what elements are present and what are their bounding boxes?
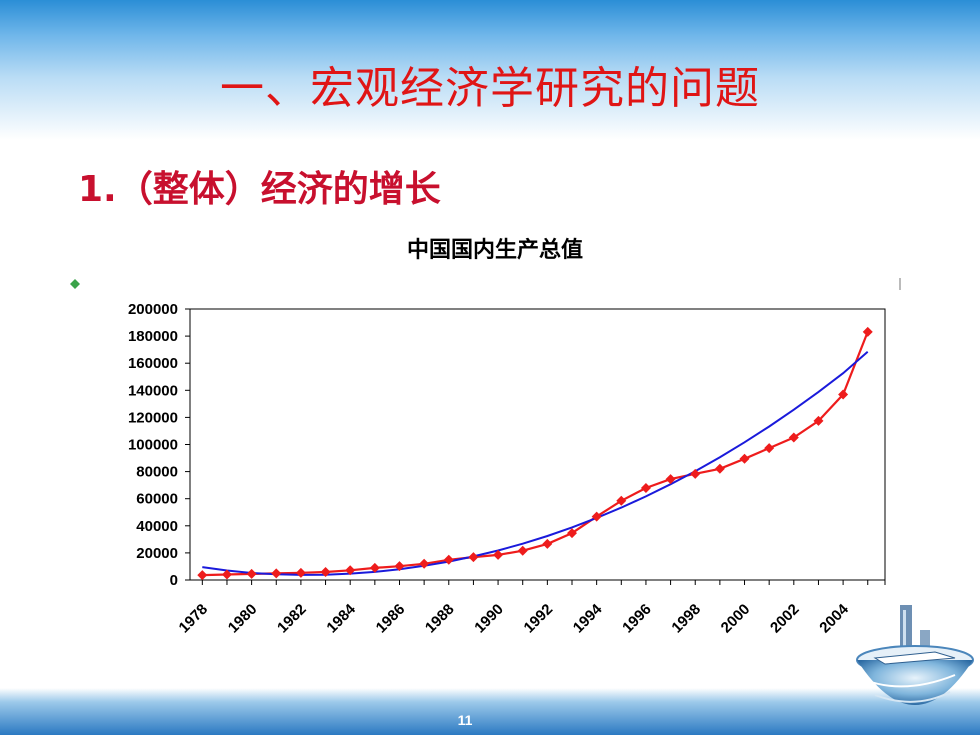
x-tick-label: 1980 <box>225 601 261 637</box>
x-tick-label: 1986 <box>373 601 409 637</box>
y-tick-label: 140000 <box>128 382 178 399</box>
series-point <box>788 432 799 443</box>
series-point <box>665 474 676 485</box>
y-tick-label: 20000 <box>136 545 178 562</box>
x-tick-label: 1978 <box>176 601 212 637</box>
y-tick-label: 40000 <box>136 518 178 535</box>
x-tick-label: 1994 <box>570 600 606 636</box>
x-tick-label: 2002 <box>767 601 803 637</box>
y-axis-ticks: 0 20000 40000 60000 80000 100000 120000 140000 1… <box>128 301 178 589</box>
x-tick-label: 1990 <box>471 601 507 637</box>
series-point <box>640 483 651 494</box>
y-tick-label: 180000 <box>128 328 178 345</box>
y-tick-label: 120000 <box>128 409 178 426</box>
series-line-trend <box>202 350 869 576</box>
series-point <box>394 561 405 572</box>
series-point <box>246 568 257 579</box>
footer-band <box>0 688 980 735</box>
series-point <box>616 495 627 506</box>
page-number: 11 <box>457 712 473 728</box>
series-point <box>468 552 479 563</box>
x-tick-label: 1988 <box>422 601 458 637</box>
x-tick-label: 2000 <box>718 601 754 637</box>
header-band <box>0 0 980 140</box>
series-point <box>345 565 356 576</box>
y-tick-label: 160000 <box>128 355 178 372</box>
y-tick-label: 60000 <box>136 491 178 508</box>
chart-axes <box>70 278 901 585</box>
series-point <box>591 511 602 522</box>
series-point <box>739 453 750 464</box>
y-tick-label: 200000 <box>128 301 178 318</box>
slide-subtitle: 1.（整体）经济的增长 <box>78 169 441 210</box>
series-point <box>295 567 306 578</box>
series-point <box>443 554 454 565</box>
series-point <box>517 545 528 556</box>
series-point <box>493 549 504 560</box>
y-tick-label: 100000 <box>128 437 178 454</box>
series-point <box>567 528 578 539</box>
series-point <box>764 443 775 454</box>
series-point <box>714 463 725 474</box>
x-tick-label: 1984 <box>323 600 359 636</box>
series-point <box>813 415 824 426</box>
y-tick-label: 0 <box>170 572 178 589</box>
series-point <box>271 568 282 579</box>
series-point <box>862 326 873 337</box>
y-tick-label: 80000 <box>136 464 178 481</box>
series-point <box>690 468 701 479</box>
series-point <box>369 562 380 573</box>
series-point <box>542 538 553 549</box>
series-point <box>838 389 849 400</box>
x-tick-label: 1982 <box>274 601 310 637</box>
x-tick-label: 1998 <box>668 601 704 637</box>
series-point <box>320 566 331 577</box>
series-point <box>419 558 430 569</box>
series-point <box>221 569 232 580</box>
x-tick-label: 1992 <box>521 601 557 637</box>
chart-title: 中国国内生产总值 <box>406 237 583 263</box>
series-line-actual <box>202 331 869 577</box>
chart-series <box>197 326 873 581</box>
x-tick-label: 1996 <box>619 601 655 637</box>
decor-diamond <box>70 279 80 289</box>
globe-ship-logo-icon <box>856 605 974 705</box>
series-point <box>197 570 208 581</box>
slide-title: 一、宏观经济学研究的问题 <box>220 63 760 114</box>
x-axis-ticks: 1978 1980 1982 1984 1986 1988 1990 1992 1994 1996… <box>176 600 853 636</box>
